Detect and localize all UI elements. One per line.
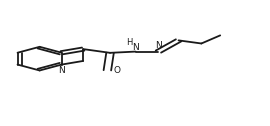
Text: N: N (155, 41, 162, 50)
Text: O: O (113, 66, 120, 75)
Text: N: N (58, 66, 65, 75)
Text: H: H (126, 38, 132, 47)
Text: N: N (132, 43, 139, 52)
